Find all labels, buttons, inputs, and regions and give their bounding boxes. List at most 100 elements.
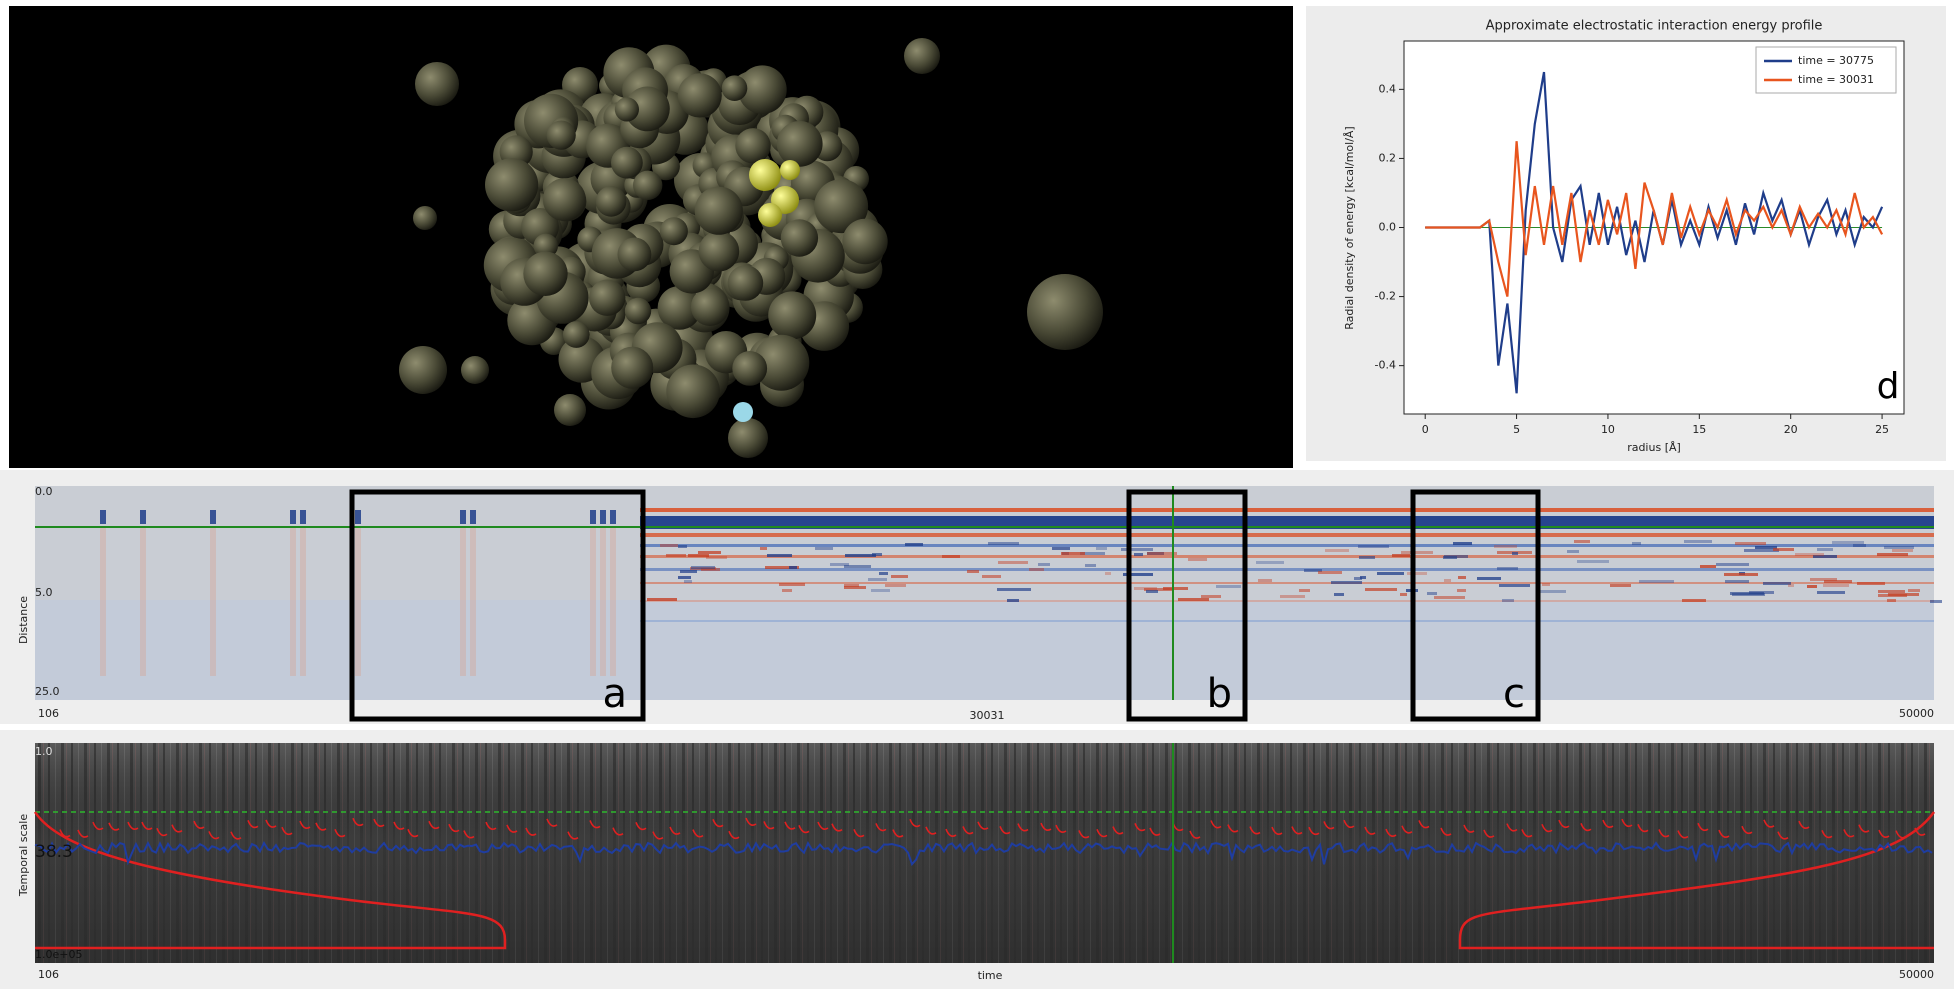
ripple	[1777, 831, 1789, 840]
ripple	[1718, 829, 1730, 838]
x-axis-label: radius [Å]	[1627, 441, 1681, 454]
heatmap-speck	[905, 543, 923, 546]
heatmap-streak	[600, 526, 606, 676]
ripple	[567, 831, 579, 840]
ripple	[1055, 824, 1067, 833]
atom	[728, 418, 768, 458]
atom	[738, 65, 787, 114]
heatmap-speck	[1453, 542, 1472, 545]
heatmap-speck	[1201, 595, 1221, 598]
ripple	[525, 827, 537, 836]
ripple	[448, 823, 460, 833]
ripple	[1506, 823, 1518, 832]
atom	[617, 237, 652, 272]
heatmap-speck	[698, 551, 721, 554]
heatmap-speck	[1577, 560, 1609, 563]
ripple	[1521, 829, 1533, 838]
y-label: 5.0	[35, 586, 53, 599]
atom	[780, 219, 819, 257]
ripple	[1418, 820, 1430, 829]
heatmap-speck	[1542, 583, 1550, 586]
selection-box[interactable]	[1126, 489, 1248, 722]
heatmap-speck	[1444, 579, 1451, 582]
heatmap-speck	[885, 584, 906, 587]
heatmap-band	[640, 516, 1934, 529]
ripple	[1798, 820, 1810, 830]
ripple	[1541, 823, 1553, 833]
chart: 0 5 10 15 20 25 -0.4 -0.2 0.0 0.2 0.4 time = 30775 t…	[1375, 46, 1897, 436]
ripple	[1463, 824, 1475, 833]
heatmap-speck	[1359, 556, 1375, 559]
heatmap-streak	[140, 510, 146, 524]
heatmap-streak	[140, 526, 146, 676]
heatmap-streak	[600, 510, 606, 524]
heatmap-speck	[879, 572, 888, 575]
heatmap-speck	[1540, 590, 1566, 593]
heatmap-speck	[1163, 587, 1188, 590]
heatmap-speck	[1304, 569, 1322, 572]
ripple	[763, 821, 775, 830]
ripple	[1895, 830, 1907, 839]
heatmap-speck	[1256, 561, 1284, 564]
heatmap-speck	[872, 553, 882, 556]
heatmap-streak	[300, 510, 306, 524]
legend-label: time = 30775	[1798, 54, 1874, 67]
heatmap-streak	[610, 510, 616, 524]
heatmap-speck	[1763, 582, 1791, 585]
heatmap-speck	[1817, 591, 1845, 594]
heatmap-streak	[590, 526, 596, 676]
x-tick-label: 20	[1784, 423, 1798, 436]
heatmap-speck	[782, 589, 792, 592]
y-tick-label: 0.0	[1379, 221, 1397, 234]
ripple	[1741, 825, 1753, 835]
atom	[1027, 274, 1103, 350]
ripple	[1821, 830, 1833, 839]
atom	[461, 356, 489, 384]
ripple	[1602, 819, 1614, 828]
heatmap-speck	[1123, 573, 1153, 576]
heatmap-speck	[1512, 552, 1518, 555]
heatmap-speck	[1502, 599, 1514, 602]
ripple	[265, 819, 277, 828]
atom	[624, 297, 652, 325]
ripple	[230, 831, 242, 840]
heatmap-speck	[844, 584, 859, 587]
heatmap-speck	[1434, 596, 1465, 599]
selection-box[interactable]	[349, 489, 646, 722]
ripple	[1149, 827, 1161, 836]
ripple	[999, 825, 1011, 835]
heatmap-speck	[1730, 592, 1764, 595]
atom	[659, 217, 688, 246]
ripple	[1249, 826, 1261, 835]
atom	[413, 206, 437, 230]
atom-highlight	[780, 160, 800, 180]
heatmap-speck	[1807, 585, 1817, 588]
heatmap-speck	[1358, 545, 1389, 548]
ripple	[669, 826, 681, 835]
heatmap-speck	[688, 554, 709, 557]
selection-box[interactable]	[1410, 489, 1541, 722]
atom-highlight	[749, 159, 781, 191]
scale-curve	[33, 811, 507, 950]
ripple	[1697, 822, 1709, 832]
ripple	[875, 823, 887, 832]
heatmap-speck	[988, 542, 1019, 545]
heatmap-speck	[998, 561, 1028, 564]
y-tick-label: 0.4	[1379, 82, 1397, 95]
ripple	[1763, 819, 1775, 828]
heatmap-speck	[1080, 552, 1105, 555]
heatmap-speck	[868, 578, 887, 581]
heatmap-streak	[300, 526, 306, 676]
heatmap-speck	[1360, 576, 1366, 579]
heatmap-speck	[1299, 589, 1310, 592]
ripple	[652, 831, 664, 840]
ripple	[745, 817, 757, 826]
heatmap-speck	[1477, 577, 1501, 580]
ripple	[612, 827, 624, 836]
heatmap-speck	[1610, 584, 1631, 587]
atom	[694, 186, 743, 235]
ripple	[1323, 821, 1335, 830]
heatmap-speck	[1795, 553, 1824, 556]
